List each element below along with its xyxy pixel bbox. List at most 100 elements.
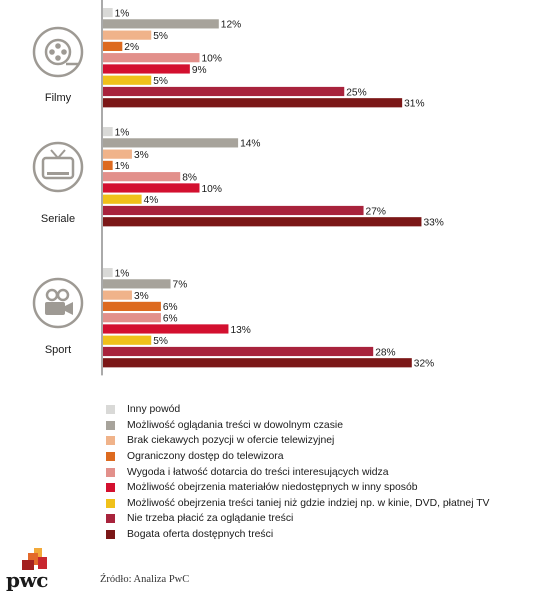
bar-value-label: 32% (414, 359, 434, 370)
legend-swatch (106, 452, 115, 462)
category-label: Seriale (41, 213, 75, 225)
bar-value-label: 31% (404, 99, 424, 110)
bar-value-label: 5% (153, 336, 168, 347)
bar-value-label: 6% (163, 313, 178, 324)
bar-value-label: 1% (115, 268, 130, 279)
bar-value-label: 9% (192, 65, 207, 76)
bar (103, 290, 132, 300)
bar (103, 8, 113, 18)
bar-value-label: 12% (221, 20, 241, 31)
legend-item: Brak ciekawych pozycji w ofercie telewiz… (106, 433, 536, 449)
legend-label: Inny powód (127, 404, 181, 416)
legend-item: Bogata oferta dostępnych treści (106, 527, 536, 543)
bar-value-label: 5% (153, 31, 168, 42)
bar (103, 313, 161, 323)
legend-item: Inny powód (106, 402, 536, 418)
bar-value-label: 4% (144, 195, 159, 206)
bar (103, 149, 132, 159)
bar (103, 41, 123, 52)
camera-reel-left (45, 288, 59, 302)
chart-legend: Inny powód Możliwość oglądania treści w d… (106, 402, 536, 542)
icon-ring (32, 277, 84, 329)
pwc-wordmark: pwc (6, 568, 48, 592)
bar-value-label: 8% (182, 172, 197, 183)
bar-value-label: 1% (115, 127, 130, 138)
bar (103, 301, 161, 312)
bar-value-label: 2% (124, 42, 139, 53)
bar-value-label: 28% (375, 347, 395, 358)
bar (103, 324, 229, 334)
legend-item: Możliwość oglądania treści w dowolnym cz… (106, 418, 536, 434)
tv-antenna-left (50, 149, 59, 159)
bar-value-label: 27% (366, 206, 386, 217)
icon-ring (32, 26, 84, 78)
reel-hole (49, 49, 55, 55)
reel-hole (61, 49, 67, 55)
bar (103, 172, 181, 182)
camera-lens (65, 302, 73, 315)
bar-value-label: 3% (134, 291, 149, 302)
legend-swatch (106, 436, 115, 446)
bar (103, 19, 219, 29)
bar-value-label: 33% (423, 218, 443, 229)
legend-swatch (106, 514, 115, 524)
bar (103, 30, 152, 40)
legend-item: Ograniczony dostęp do telewizora (106, 449, 536, 465)
bar (103, 138, 239, 148)
legend-swatch (106, 420, 115, 430)
legend-swatch (106, 530, 115, 540)
tv-base-strip (47, 172, 69, 175)
reel-hole (55, 55, 61, 61)
film-reel-icon (32, 26, 84, 78)
bar-value-label: 5% (153, 76, 168, 87)
camera-body (45, 302, 65, 315)
tv-antenna-right (57, 149, 66, 159)
bar (103, 279, 171, 289)
bar-value-label: 1% (115, 161, 130, 172)
bar (103, 64, 190, 74)
legend-label: Ograniczony dostęp do telewizora (127, 451, 284, 463)
camera-reel-right (56, 288, 70, 302)
bar-value-label: 3% (134, 150, 149, 161)
legend-item: Wygoda i łatwość dotarcia do treści inte… (106, 464, 536, 480)
video-camera-icon (32, 277, 84, 329)
bar (103, 53, 200, 63)
bar (103, 86, 345, 97)
legend-item: Możliwość obejrzenia materiałów niedostę… (106, 480, 536, 496)
legend-label: Bogata oferta dostępnych treści (127, 529, 274, 541)
legend-label: Wygoda i łatwość dotarcia do treści inte… (127, 466, 389, 478)
bar (103, 160, 113, 171)
legend-label: Brak ciekawych pozycji w ofercie telewiz… (127, 435, 335, 447)
bar-value-label: 10% (202, 184, 222, 195)
bar (103, 217, 422, 227)
bar (103, 127, 113, 137)
bar-value-label: 7% (173, 280, 188, 291)
bar (103, 194, 142, 204)
bar-value-label: 14% (240, 139, 260, 150)
source-note: Źródło: Analiza PwC (100, 574, 190, 585)
category-label: Filmy (45, 92, 72, 104)
bar-value-label: 13% (230, 325, 250, 336)
bar-value-label: 25% (346, 87, 366, 98)
category-label: Sport (45, 344, 71, 356)
legend-swatch (106, 405, 115, 415)
bar-chart: Filmy 1% 12% 5% 2% 10% 9% 5% 25% 31% Seriale 1% 14% 3… (32, 0, 444, 376)
legend-swatch (106, 483, 115, 493)
bar (103, 346, 374, 357)
reel-outline (44, 38, 72, 66)
bar (103, 98, 403, 108)
reel-hole (55, 43, 61, 49)
legend-label: Możliwość obejrzenia materiałów niedostę… (127, 482, 418, 494)
bar (103, 358, 412, 368)
legend-swatch (106, 498, 115, 508)
icon-ring (32, 141, 84, 193)
bar (103, 268, 113, 278)
bar-value-label: 6% (163, 302, 178, 313)
bar-value-label: 1% (115, 8, 130, 19)
legend-item: Możliwość obejrzenia treści taniej niż g… (106, 496, 536, 512)
pwc-logo: pwc (6, 548, 66, 592)
bar (103, 75, 152, 85)
bar (103, 205, 364, 216)
legend-label: Nie trzeba płacić za oglądanie treści (127, 513, 294, 525)
legend-swatch (106, 467, 115, 477)
